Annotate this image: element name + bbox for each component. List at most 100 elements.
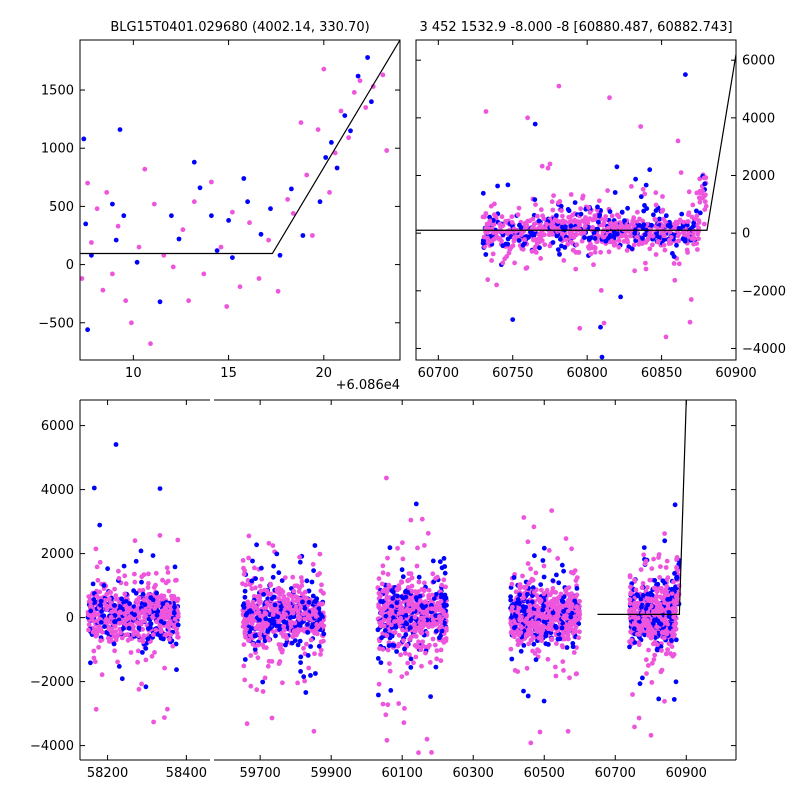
pink-point (157, 623, 163, 629)
blue-point (389, 633, 395, 639)
pink-point (88, 603, 94, 609)
blue-point (612, 190, 618, 195)
blue-point (91, 485, 97, 491)
blue-point (541, 698, 547, 704)
pink-point (107, 604, 113, 609)
pink-point (419, 630, 425, 636)
blue-point (680, 224, 686, 229)
blue-point (667, 224, 673, 229)
pink-point (696, 236, 701, 242)
pink-point (669, 591, 675, 596)
pink-point (539, 587, 544, 593)
blue-point (598, 324, 603, 330)
pink-point (376, 681, 382, 687)
blue-point (145, 626, 151, 631)
blue-point (649, 222, 654, 228)
blue-point (83, 221, 89, 227)
blue-point (143, 646, 149, 651)
pink-point (191, 199, 197, 205)
pink-point (304, 641, 309, 647)
pink-point (89, 240, 94, 245)
pink-point (418, 598, 423, 604)
pink-point (310, 561, 316, 567)
blue-point (119, 596, 124, 602)
pink-point (592, 249, 598, 255)
pink-point (515, 629, 521, 634)
pink-point (387, 661, 392, 666)
blue-point (304, 578, 310, 584)
pink-point (531, 589, 537, 595)
pink-point (113, 593, 119, 598)
pink-point (665, 647, 670, 652)
pink-point (509, 581, 515, 587)
blue-point (317, 199, 323, 205)
pink-point (240, 558, 246, 563)
pink-point (675, 233, 681, 239)
blue-point (254, 542, 259, 548)
pink-point (632, 620, 637, 626)
pink-point (663, 651, 669, 657)
y-tick-label: −4000 (742, 342, 786, 357)
pink-point (295, 630, 301, 635)
pink-point (162, 665, 168, 671)
pink-point (290, 574, 296, 580)
pink-point (237, 284, 243, 290)
pink-point (541, 563, 547, 569)
pink-point (151, 201, 157, 207)
pink-point (93, 546, 99, 552)
blue-point (694, 208, 699, 214)
pink-point (545, 165, 551, 171)
pink-point (559, 231, 565, 237)
pink-point (298, 575, 304, 580)
pink-point (686, 210, 692, 216)
pink-point (548, 624, 553, 630)
pink-point (321, 638, 326, 644)
pink-point (420, 643, 426, 649)
blue-point (428, 694, 433, 699)
blue-point (633, 176, 638, 182)
blue-point (375, 656, 381, 661)
panel-zoom: −500 0 500 1000 1500 10 15 20 (38, 39, 401, 381)
pink-point (423, 650, 428, 656)
pink-point (351, 90, 357, 95)
blue-point (134, 259, 140, 265)
blue-point (518, 225, 524, 230)
pink-point (556, 83, 562, 89)
blue-point (388, 688, 394, 693)
pink-point (502, 256, 508, 262)
pink-point (663, 565, 669, 570)
pink-point (157, 533, 163, 538)
blue-point (632, 640, 638, 645)
pink-point (553, 607, 559, 612)
pink-point (696, 195, 702, 201)
pink-point (580, 195, 585, 201)
pink-point (317, 601, 322, 607)
pink-point (515, 212, 521, 218)
blue-point (541, 545, 547, 551)
blue-point (226, 218, 232, 223)
pink-point (136, 614, 142, 620)
pink-point (570, 212, 575, 218)
blue-point (673, 679, 679, 685)
pink-point (681, 219, 686, 225)
pink-point (285, 197, 290, 202)
pink-point (109, 626, 114, 632)
pink-point (102, 597, 108, 603)
blue-point (111, 641, 117, 647)
pink-point (137, 588, 143, 593)
pink-point (422, 580, 427, 586)
pink-point (523, 266, 529, 271)
pink-point (536, 620, 541, 626)
pink-point (651, 657, 657, 662)
blue-point (274, 551, 280, 557)
blue-point (408, 656, 414, 662)
pink-point (396, 583, 402, 589)
pink-point (609, 238, 615, 244)
pink-point (289, 619, 294, 625)
pink-point (427, 660, 433, 665)
pink-point (578, 206, 583, 212)
pink-point (629, 637, 634, 643)
blue-point (513, 613, 519, 619)
blue-point (568, 614, 574, 620)
pink-point (258, 635, 263, 641)
